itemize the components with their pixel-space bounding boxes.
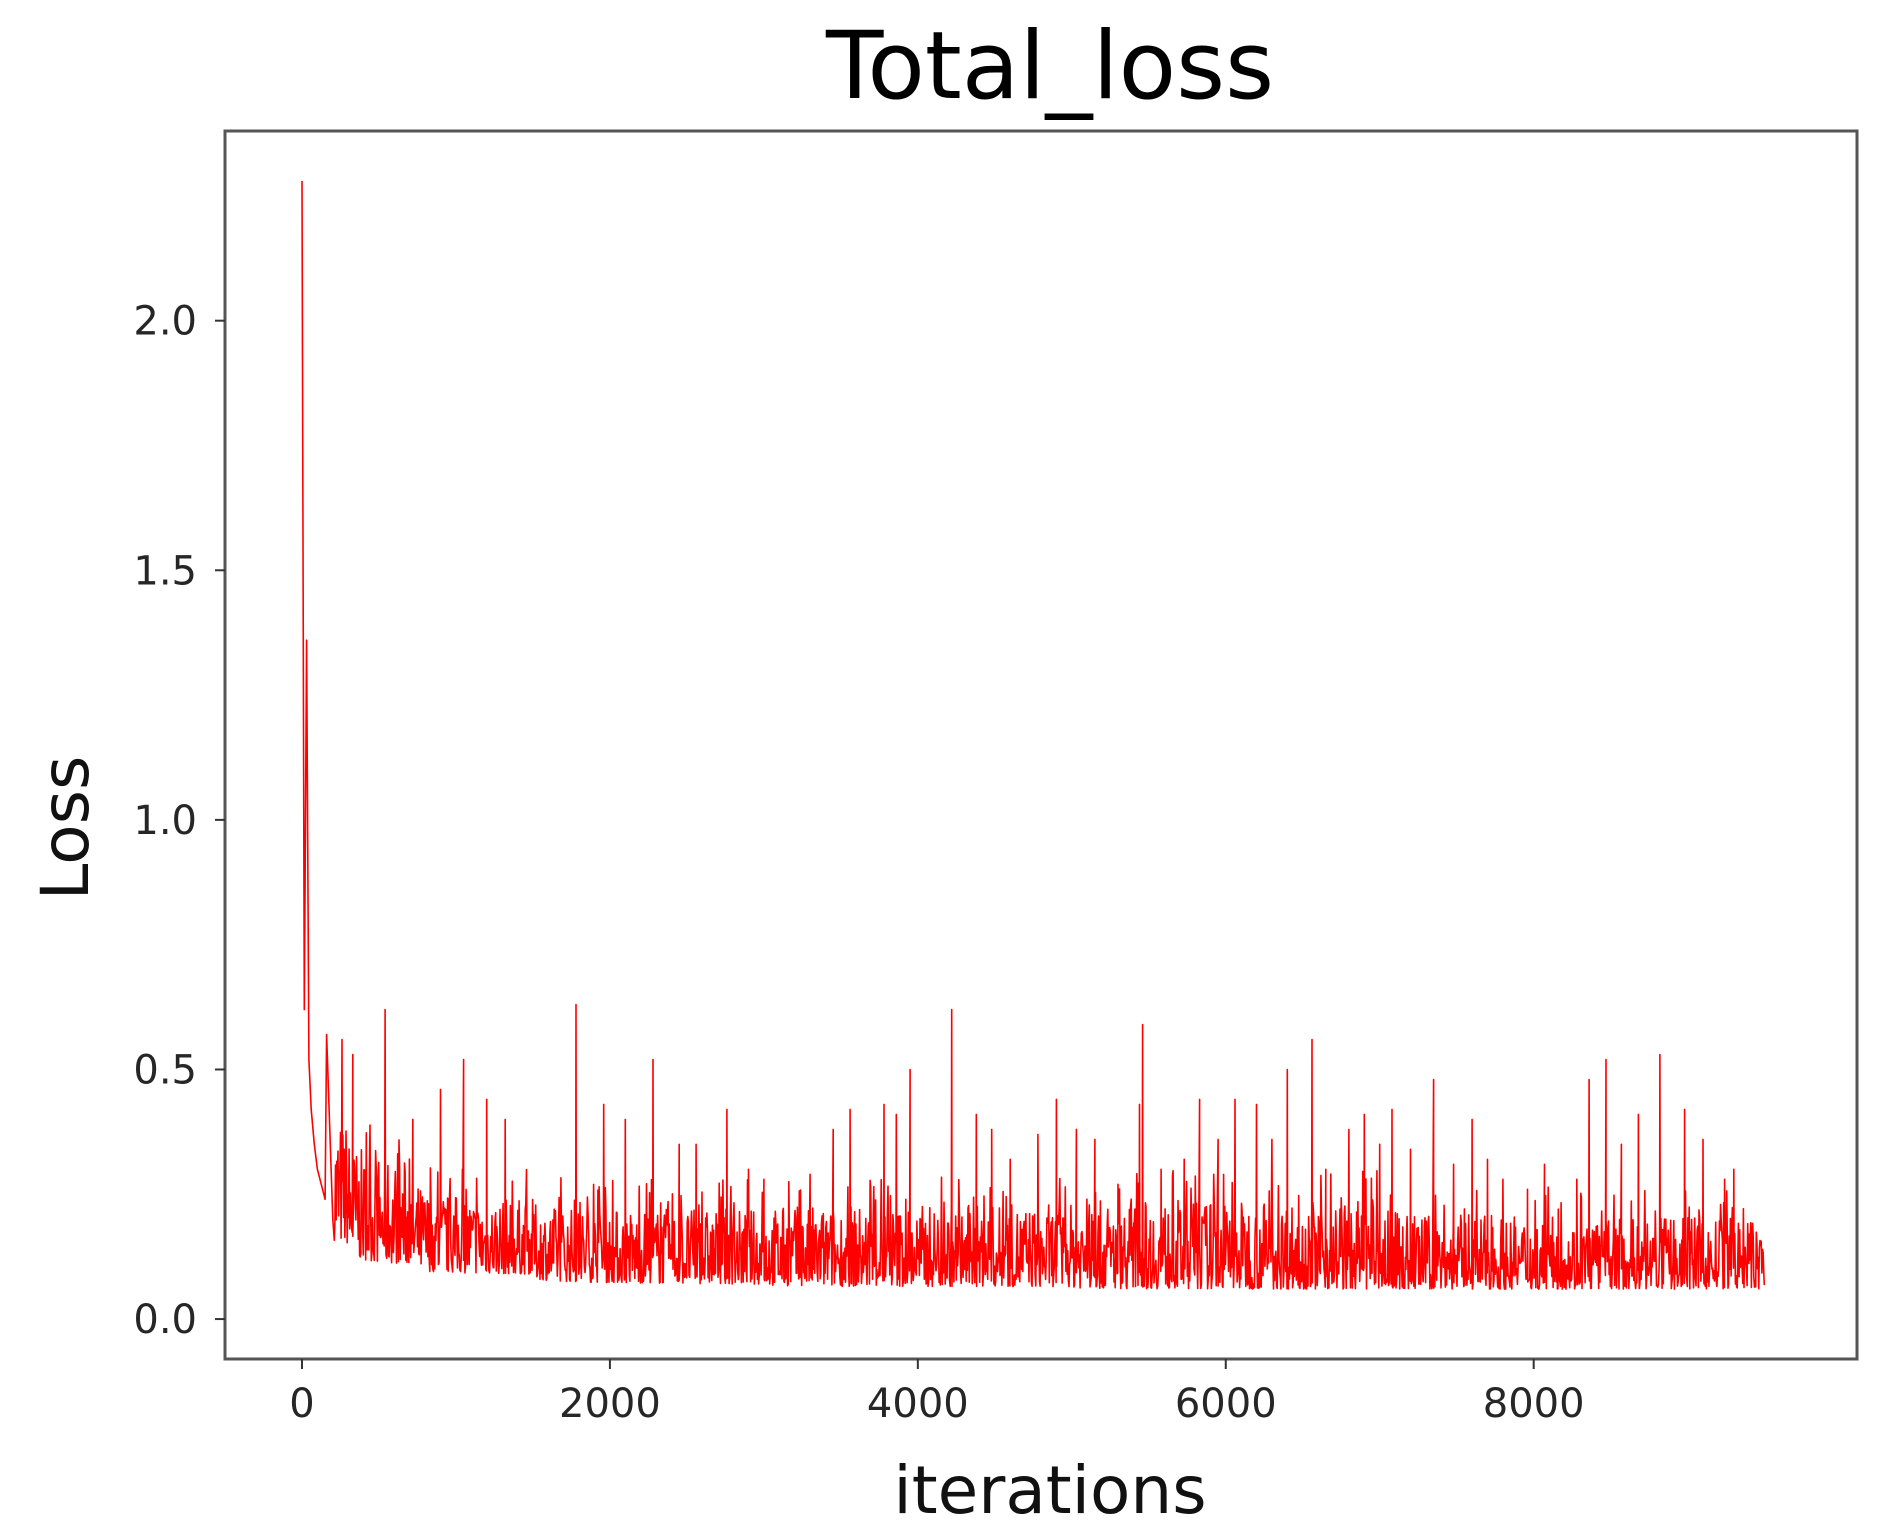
x-tick-label: 8000 — [1483, 1381, 1585, 1427]
y-tick-label: 2.0 — [133, 299, 197, 345]
y-axis: 0.0 0.5 1.0 1.5 2.0 — [133, 299, 225, 1343]
x-tick-label: 2000 — [559, 1381, 661, 1427]
y-tick-label: 0.0 — [133, 1297, 197, 1343]
y-tick-label: 0.5 — [133, 1047, 197, 1093]
x-tick-label: 0 — [289, 1381, 314, 1427]
x-axis-label: iterations — [893, 1452, 1206, 1529]
y-tick-label: 1.5 — [133, 548, 197, 594]
y-axis-label: Loss — [27, 756, 104, 901]
y-tick-label: 1.0 — [133, 798, 197, 844]
loss-series-line — [301, 180, 1766, 1290]
plot-area — [301, 180, 1766, 1290]
x-tick-label: 4000 — [867, 1381, 969, 1427]
x-axis: 0 2000 4000 6000 8000 — [289, 1359, 1585, 1427]
x-tick-label: 6000 — [1175, 1381, 1277, 1427]
chart-title: Total_loss — [825, 12, 1274, 121]
axes-frame — [223, 129, 1859, 1361]
